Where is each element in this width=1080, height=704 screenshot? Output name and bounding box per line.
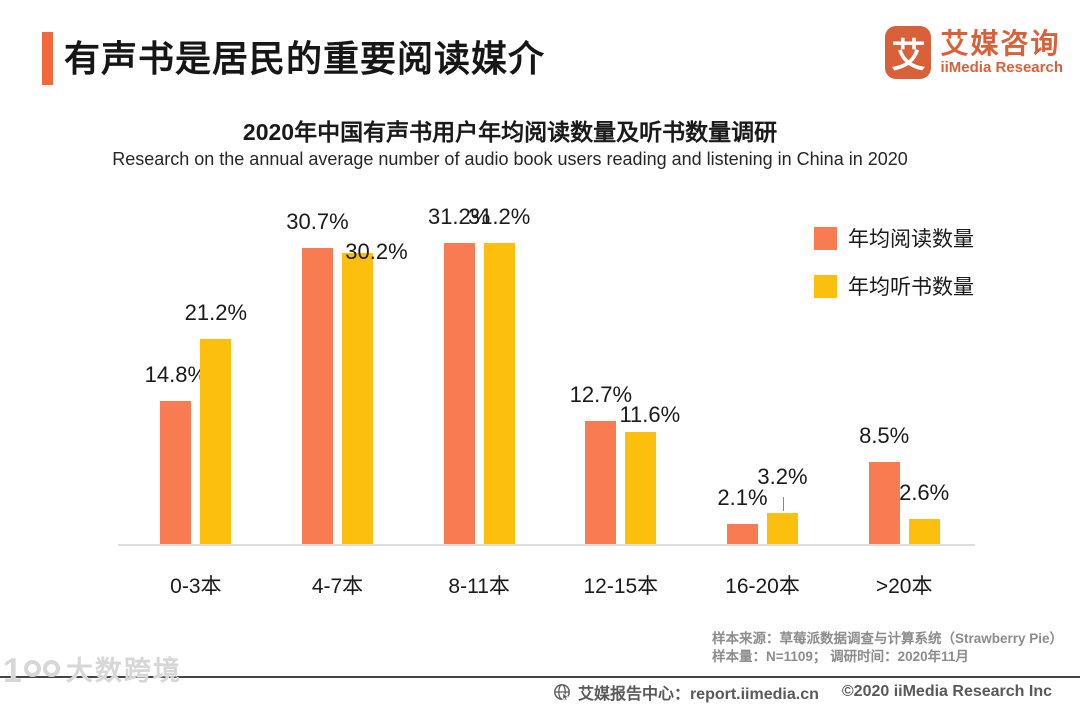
x-axis-line xyxy=(118,544,975,546)
legend-label-reading: 年均阅读数量 xyxy=(848,228,974,251)
brand-name-cn: 艾媒咨询 xyxy=(940,27,1061,59)
bar xyxy=(625,432,657,544)
title-accent-bar xyxy=(42,32,53,85)
copyright-text: ©2020 iiMedia Research Inc xyxy=(841,683,1052,700)
bar xyxy=(443,243,475,544)
bar xyxy=(483,243,515,544)
watermark-label: 大数跨境 xyxy=(65,656,182,686)
bar xyxy=(585,421,617,544)
bar-value-label: 8.5% xyxy=(859,423,910,448)
bar xyxy=(342,253,373,544)
bar-value-label: 11.6% xyxy=(619,402,681,427)
report-footer: 艾媒报告中心：report.iimedia.cn ©2020 iiMedia R… xyxy=(553,680,1052,704)
bar xyxy=(727,524,758,544)
chart-subtitle: Research on the annual average number of… xyxy=(112,149,908,169)
page-title: 有声书是居民的重要阅读媒介 xyxy=(64,38,546,79)
brand-name-en: iiMedia Research xyxy=(940,59,1063,77)
bar-value-label: 2.1% xyxy=(717,485,768,510)
bar-value-label: 30.7% xyxy=(286,209,349,234)
bar-value-label: 3.2% xyxy=(757,464,808,489)
bar xyxy=(767,513,798,544)
brand-logo-text: 艾媒咨询 iiMedia Research xyxy=(940,27,1063,77)
label-leader-line xyxy=(782,497,784,511)
legend-swatch-listening xyxy=(814,274,837,298)
watermark-logo-icon: 1 xyxy=(3,654,60,688)
bar xyxy=(200,339,232,544)
category-label: 0-3本 xyxy=(170,575,222,598)
bar-value-label: 21.2% xyxy=(184,300,248,325)
brand-logo: 艾 艾媒咨询 iiMedia Research xyxy=(885,26,1063,79)
legend: 年均阅读数量 年均听书数量 xyxy=(814,223,974,319)
brand-logo-glyph: 艾 xyxy=(891,37,926,75)
bar-value-label: 31.2% xyxy=(467,204,531,229)
bottom-divider xyxy=(0,676,1080,678)
legend-swatch-reading xyxy=(814,226,837,250)
brand-logo-icon: 艾 xyxy=(885,26,932,79)
bar xyxy=(302,248,333,544)
bar-value-label: 14.8% xyxy=(144,362,208,387)
legend-item-reading: 年均阅读数量 xyxy=(814,223,974,253)
category-label: 8-11本 xyxy=(448,575,510,598)
bar xyxy=(908,519,940,544)
report-center-text: 艾媒报告中心：report.iimedia.cn xyxy=(577,686,819,703)
legend-item-listening: 年均听书数量 xyxy=(814,271,974,301)
watermark: 1 大数跨境 xyxy=(3,654,182,688)
category-label: >20本 xyxy=(875,575,933,598)
bar-value-label: 30.2% xyxy=(345,239,408,264)
bar xyxy=(160,401,192,544)
chart-title: 2020年中国有声书用户年均阅读数量及听书数量调研 xyxy=(242,119,778,145)
globe-icon xyxy=(554,684,570,701)
source-note: 样本来源：草莓派数据调查与计算系统（Strawberry Pie） 样本量：N=… xyxy=(712,630,1063,666)
bar-value-label: 31.2% xyxy=(427,204,491,229)
category-label: 12-15本 xyxy=(583,575,659,598)
category-label: 4-7本 xyxy=(311,575,364,598)
bar-value-label: 12.7% xyxy=(569,382,633,407)
legend-label-listening: 年均听书数量 xyxy=(848,276,974,299)
source-line-1: 样本来源：草莓派数据调查与计算系统（Strawberry Pie） xyxy=(711,631,1063,646)
bar xyxy=(868,462,900,544)
bar-value-label: 2.6% xyxy=(899,480,950,505)
category-label: 16-20本 xyxy=(725,575,800,598)
source-line-2: 样本量：N=1109； 调研时间：2020年11月 xyxy=(711,649,969,664)
